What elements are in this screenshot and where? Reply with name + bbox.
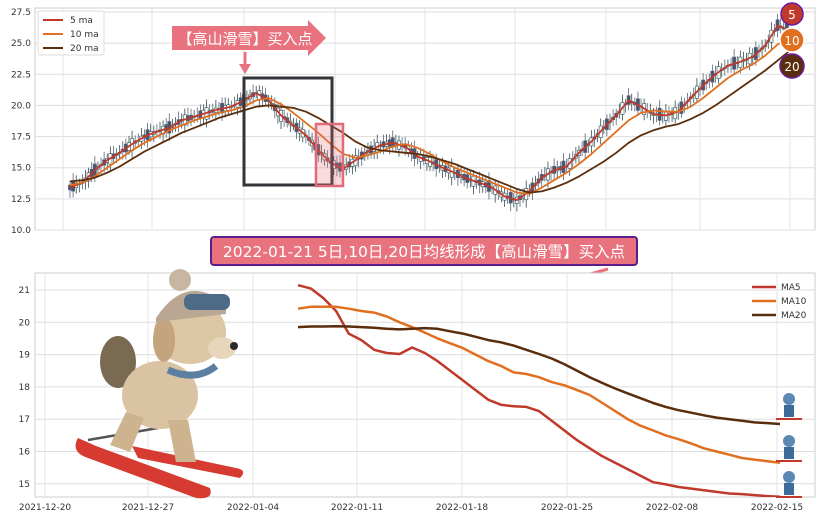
skier-mascot-2 (776, 435, 802, 462)
bottom-x-tick-label: 2022-02-15 (751, 503, 803, 513)
badge-5-label: 5 (788, 8, 796, 22)
top-y-tick-label: 27.5 (11, 8, 31, 18)
top-y-tick-label: 22.5 (11, 70, 31, 80)
callout-label: 【高山滑雪】买入点 (177, 30, 312, 48)
bottom-y-tick-label: 16 (19, 448, 31, 458)
dog-nose (230, 342, 238, 350)
dog-leg-left (110, 412, 144, 452)
bottom-y-tick-label: 20 (19, 318, 31, 328)
title-banner-box (210, 236, 638, 266)
bottom-y-tick-label: 17 (19, 415, 30, 425)
bottom-panel: 15 16 17 18 19 20 21 2021-12-20 2021-12-27 2022-… (19, 269, 816, 513)
top-y-tick-label: 25.0 (11, 39, 31, 49)
callout-arrow-shape (172, 20, 326, 56)
dog-ski-left (75, 438, 211, 499)
buy-point-callout: 【高山滑雪】买入点 (172, 20, 326, 74)
legend-label-ma5: MA5 (781, 283, 801, 293)
dog-ear (153, 318, 175, 362)
bottom-line-ma10 (297, 305, 781, 465)
bottom-x-axis: 2021-12-20 2021-12-27 2022-01-04 2022-01-11… (19, 503, 803, 513)
top-y-axis: 10.0 12.5 15.0 17.5 20.0 22.5 25.0 27.5 (11, 8, 31, 236)
dog-goggles (184, 294, 230, 310)
descent-highlight-box (242, 76, 334, 187)
badge-10-label: 10 (784, 34, 799, 48)
bottom-x-tick-label: 2022-01-04 (227, 503, 280, 513)
top-y-tick-label: 17.5 (11, 133, 31, 143)
skier-mascot-1 (776, 393, 802, 420)
skier-mascot-3 (776, 471, 802, 498)
legend-label-ma10: MA10 (781, 297, 807, 307)
top-y-tick-label: 20.0 (11, 101, 31, 111)
dog-beanie-pompom (169, 269, 191, 291)
bottom-y-tick-label: 18 (19, 383, 31, 393)
legend-label-10ma: 10 ma (70, 30, 99, 40)
chart-title: 2022-01-21 5日,10日,20日均线形成【高山滑雪】买入点 (223, 243, 625, 261)
bottom-x-tick-label: 2022-01-18 (436, 503, 489, 513)
bottom-x-tick-label: 2022-02-08 (646, 503, 699, 513)
bottom-y-tick-label: 15 (19, 480, 30, 490)
bottom-legend: MA5 MA10 MA20 (752, 283, 807, 321)
bottom-y-tick-label: 21 (19, 286, 30, 296)
bottom-x-tick-label: 2022-01-11 (331, 503, 383, 513)
badge-10-circle (779, 27, 805, 53)
top-y-tick-label: 15.0 (11, 164, 31, 174)
dog-leg-right (168, 420, 196, 462)
bottom-x-tick-label: 2021-12-27 (122, 503, 174, 513)
dog-snout (208, 337, 236, 359)
top-panel: 10.0 12.5 15.0 17.5 20.0 22.5 25.0 27.5 5 ma 10… (11, 2, 816, 236)
dog-scarf (166, 363, 219, 379)
buy-point-highlight-box (314, 122, 345, 188)
top-line-5ma (69, 24, 791, 201)
top-legend-box (37, 10, 105, 56)
top-y-tick-label: 12.5 (11, 195, 31, 205)
top-y-tick-label: 10.0 (11, 226, 31, 236)
top-legend: 5 ma 10 ma 20 ma (37, 10, 105, 56)
badge-5-circle (780, 2, 804, 26)
title-banner: 2022-01-21 5日,10日,20日均线形成【高山滑雪】买入点 (210, 236, 638, 266)
bottom-ma-lines (297, 283, 781, 497)
ma-badges: 5 10 20 (779, 2, 805, 79)
legend-label-5ma: 5 ma (70, 16, 93, 26)
bottom-x-tick-label: 2022-01-25 (541, 503, 593, 513)
bottom-y-tick-label: 19 (19, 351, 31, 361)
bottom-y-axis: 15 16 17 18 19 20 21 (19, 286, 31, 490)
top-line-10ma (69, 37, 791, 195)
bottom-line-ma20 (297, 324, 781, 426)
badge-20-circle (779, 53, 805, 79)
top-line-20ma (69, 49, 791, 194)
callout-pointer-head (239, 64, 251, 74)
dog-backpack (100, 336, 136, 388)
bottom-line-ma5 (297, 283, 781, 497)
bottom-x-tick-label: 2021-12-20 (19, 503, 72, 513)
legend-label-20ma: 20 ma (70, 44, 99, 54)
top-ma-lines (69, 24, 791, 201)
legend-label-ma20: MA20 (781, 311, 807, 321)
skiing-dog-illustration (75, 269, 244, 499)
badge-20-label: 20 (784, 60, 799, 74)
dog-body (122, 361, 198, 429)
skier-mascots (776, 393, 802, 498)
